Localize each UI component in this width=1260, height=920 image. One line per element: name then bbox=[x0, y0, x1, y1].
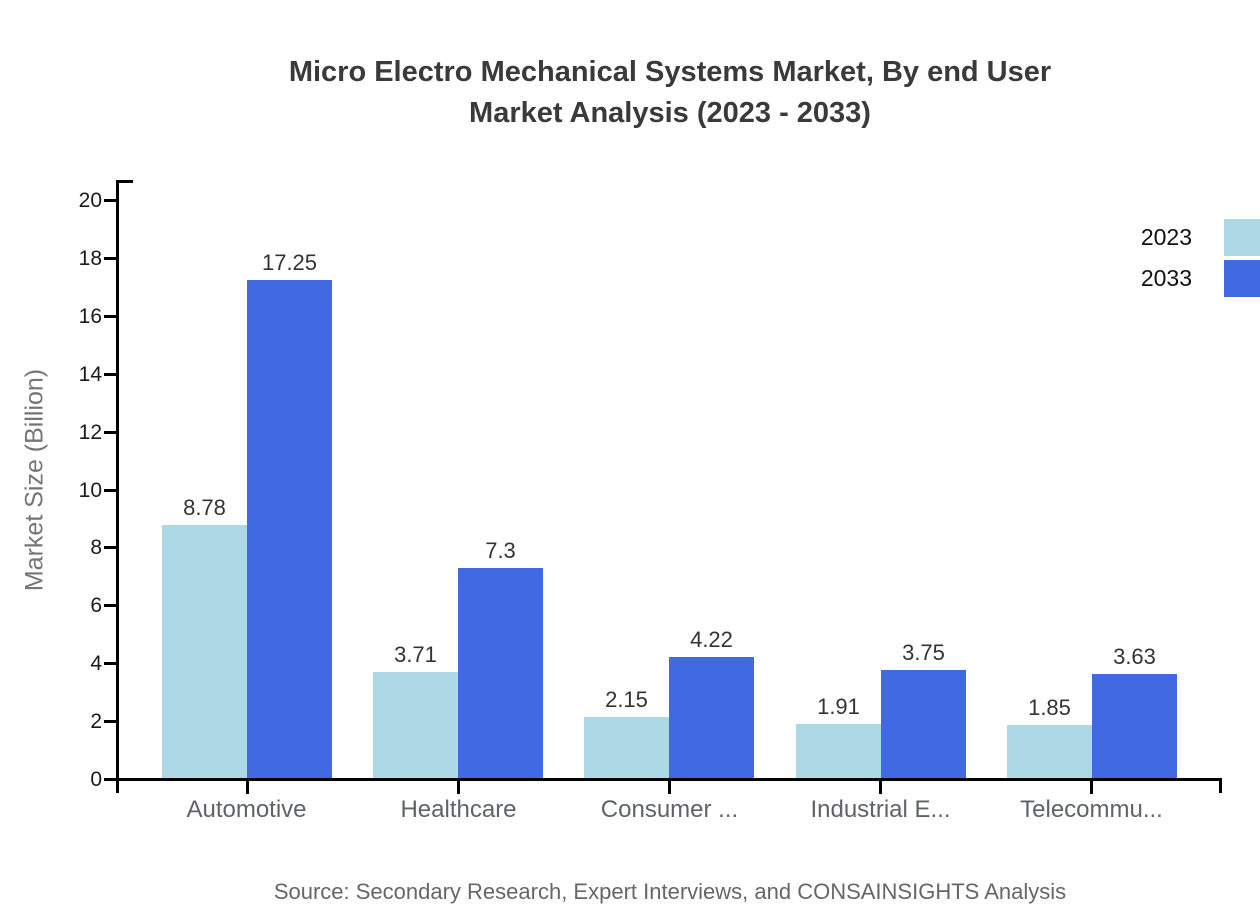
y-tick-label: 0 bbox=[90, 768, 102, 791]
y-tick-label: 14 bbox=[78, 363, 102, 386]
y-tick-label: 20 bbox=[78, 189, 102, 212]
bar-2033 bbox=[669, 657, 754, 779]
y-tick-label: 18 bbox=[78, 247, 102, 270]
x-axis-tick bbox=[457, 781, 460, 794]
y-axis-tick bbox=[104, 720, 116, 723]
y-tick-label: 4 bbox=[90, 652, 102, 675]
x-axis-tick bbox=[1090, 781, 1093, 794]
y-axis-top-cap bbox=[119, 180, 133, 183]
y-axis-tick bbox=[104, 373, 116, 376]
y-axis-tick bbox=[104, 489, 116, 492]
x-axis-tick bbox=[668, 781, 671, 794]
chart-title-line2: Market Analysis (2023 - 2033) bbox=[469, 97, 871, 129]
bar-2023 bbox=[1007, 725, 1092, 779]
x-category-label: Healthcare bbox=[400, 796, 517, 823]
bar-value-label: 3.71 bbox=[394, 642, 437, 667]
y-axis-tick bbox=[104, 257, 116, 260]
bar-value-label: 1.85 bbox=[1028, 695, 1071, 720]
y-tick-label: 12 bbox=[78, 421, 102, 444]
y-axis-tick bbox=[104, 315, 116, 318]
chart-title: Micro Electro Mechanical Systems Market,… bbox=[80, 52, 1260, 134]
bar-2023 bbox=[162, 525, 247, 779]
y-axis-tick bbox=[104, 778, 116, 781]
x-category-label: Consumer ... bbox=[600, 796, 739, 823]
source-note: Source: Secondary Research, Expert Inter… bbox=[273, 879, 1067, 904]
bar-value-label: 3.75 bbox=[902, 640, 945, 665]
y-axis-tick bbox=[104, 662, 116, 665]
x-axis-line bbox=[116, 778, 1222, 781]
y-axis-tick bbox=[104, 199, 116, 202]
y-tick-label: 2 bbox=[90, 710, 102, 733]
y-tick-label: 6 bbox=[90, 594, 102, 617]
y-axis-tick bbox=[104, 604, 116, 607]
y-axis-tick bbox=[104, 546, 116, 549]
bar-value-label: 8.78 bbox=[183, 495, 226, 520]
y-tick-label: 16 bbox=[78, 305, 102, 328]
bar-value-label: 7.3 bbox=[485, 538, 516, 563]
y-axis-tick bbox=[104, 431, 116, 434]
x-axis-tick bbox=[246, 781, 249, 794]
bar-2033 bbox=[247, 280, 332, 779]
legend-swatch-2033 bbox=[1224, 260, 1260, 297]
bar-2023 bbox=[373, 672, 458, 779]
bar-2033 bbox=[881, 670, 966, 779]
y-axis-line bbox=[116, 180, 119, 793]
legend-swatch-2023 bbox=[1224, 219, 1260, 256]
x-axis-tick bbox=[879, 781, 882, 794]
x-category-label: Automotive bbox=[186, 796, 307, 823]
y-tick-label: 10 bbox=[78, 479, 102, 502]
bar-value-label: 2.15 bbox=[605, 687, 648, 712]
bar-value-label: 17.25 bbox=[261, 250, 318, 275]
x-category-label: Industrial E... bbox=[810, 796, 951, 823]
x-axis-right-cap bbox=[1219, 781, 1222, 793]
bar-2023 bbox=[584, 717, 669, 779]
chart-title-line1: Micro Electro Mechanical Systems Market,… bbox=[288, 56, 1052, 88]
legend-label-2033: 2033 bbox=[1140, 265, 1192, 291]
bar-2033 bbox=[458, 568, 543, 779]
y-tick-label: 8 bbox=[90, 536, 102, 559]
legend-label-2023: 2023 bbox=[1140, 224, 1192, 250]
bar-value-label: 1.91 bbox=[817, 694, 860, 719]
bar-value-label: 4.22 bbox=[690, 627, 733, 652]
bar-value-label: 3.63 bbox=[1113, 644, 1156, 669]
bar-2033 bbox=[1092, 674, 1177, 779]
x-category-label: Telecommu... bbox=[1020, 796, 1163, 823]
bar-2023 bbox=[796, 724, 881, 779]
